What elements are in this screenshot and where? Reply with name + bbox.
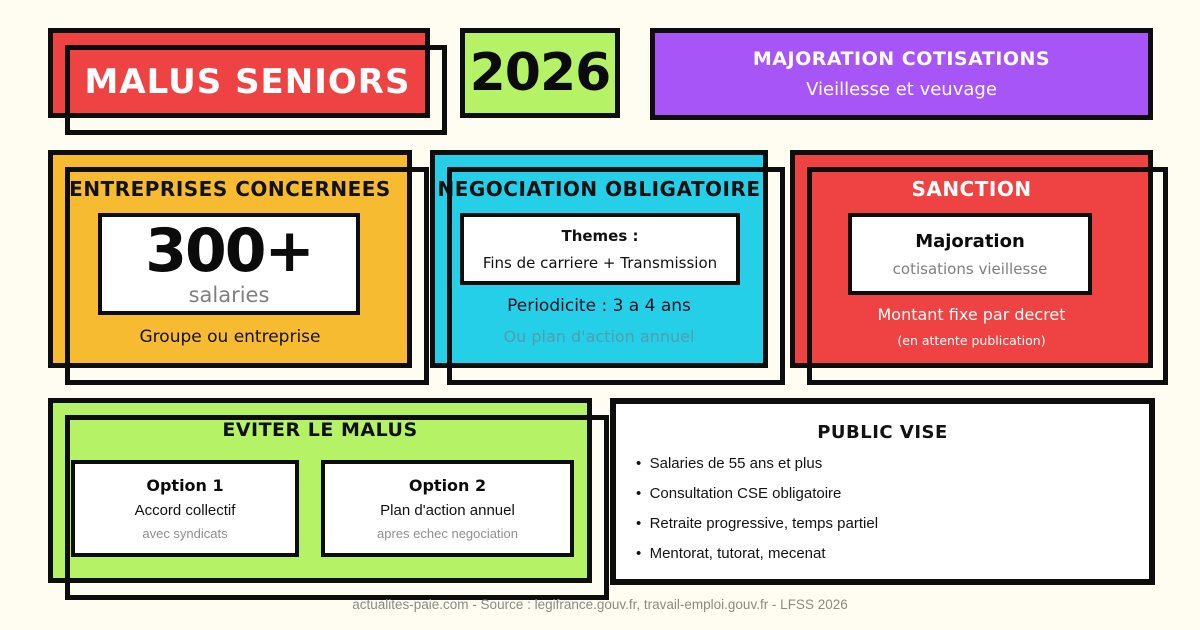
option-1-label: Option 1: [146, 476, 224, 495]
sanction-majoration-box: Majoration cotisations vieillesse: [848, 213, 1092, 295]
title-banner: MALUS SENIORS: [48, 28, 430, 118]
public-vise-card: PUBLIC VISE Salaries de 55 ans et plus C…: [610, 398, 1155, 585]
option-2-line2: apres echec negociation: [377, 526, 518, 541]
sanction-note-small: (en attente publication): [897, 333, 1046, 348]
sanction-note: Montant fixe par decret: [877, 305, 1066, 324]
option-1-line1: Accord collectif: [134, 502, 236, 519]
public-vise-title: PUBLIC VISE: [817, 422, 948, 443]
list-item: Mentorat, tutorat, mecenat: [636, 546, 878, 562]
sanction-box-title: Majoration: [915, 230, 1025, 252]
option-2-label: Option 2: [408, 476, 487, 495]
sanction-card: SANCTION Majoration cotisations vieilles…: [790, 150, 1153, 368]
entreprises-card: ENTREPRISES CONCERNEES 300+ salaries Gro…: [48, 150, 412, 368]
themes-label: Themes :: [561, 226, 639, 245]
entreprises-note: Groupe ou entreprise: [139, 327, 321, 347]
option-1-line2: avec syndicats: [142, 526, 228, 541]
majoration-banner: MAJORATION COTISATIONS Vieillesse et veu…: [650, 28, 1153, 120]
option-1-box: Option 1 Accord collectif avec syndicats: [71, 460, 299, 557]
public-vise-list: Salaries de 55 ans et plus Consultation …: [636, 456, 878, 576]
negociation-card: NEGOCIATION OBLIGATOIRE Themes : Fins de…: [430, 150, 768, 368]
sanction-title: SANCTION: [911, 177, 1032, 201]
employee-count: 300+: [145, 216, 315, 286]
year-value: 2026: [469, 43, 612, 103]
entreprises-title: ENTREPRISES CONCERNEES: [69, 177, 391, 201]
negociation-themes-box: Themes : Fins de carriere + Transmission: [460, 213, 740, 285]
list-item: Consultation CSE obligatoire: [636, 486, 878, 502]
list-item: Retraite progressive, temps partiel: [636, 516, 878, 532]
negociation-title: NEGOCIATION OBLIGATOIRE: [437, 177, 761, 201]
year-badge: 2026: [460, 28, 620, 118]
periodicite-text: Periodicite : 3 a 4 ans: [507, 296, 691, 316]
alternative-text: Ou plan d'action annuel: [503, 327, 695, 346]
page-title: MALUS SENIORS: [84, 61, 411, 102]
list-item: Salaries de 55 ans et plus: [636, 456, 878, 472]
majoration-title: MAJORATION COTISATIONS: [752, 48, 1051, 70]
employee-count-label: salaries: [188, 283, 270, 307]
eviter-card: EVITER LE MALUS Option 1 Accord collecti…: [48, 398, 592, 583]
majoration-subtitle: Vieillesse et veuvage: [806, 79, 997, 100]
entreprises-stat-box: 300+ salaries: [98, 213, 360, 315]
option-2-box: Option 2 Plan d'action annuel apres eche…: [321, 460, 574, 557]
themes-value: Fins de carriere + Transmission: [482, 253, 718, 272]
option-2-line1: Plan d'action annuel: [380, 502, 515, 519]
eviter-title: EVITER LE MALUS: [222, 419, 418, 441]
source-footer: actualites-paie.com - Source : legifranc…: [352, 597, 848, 612]
sanction-box-subtitle: cotisations vieillesse: [892, 259, 1048, 278]
